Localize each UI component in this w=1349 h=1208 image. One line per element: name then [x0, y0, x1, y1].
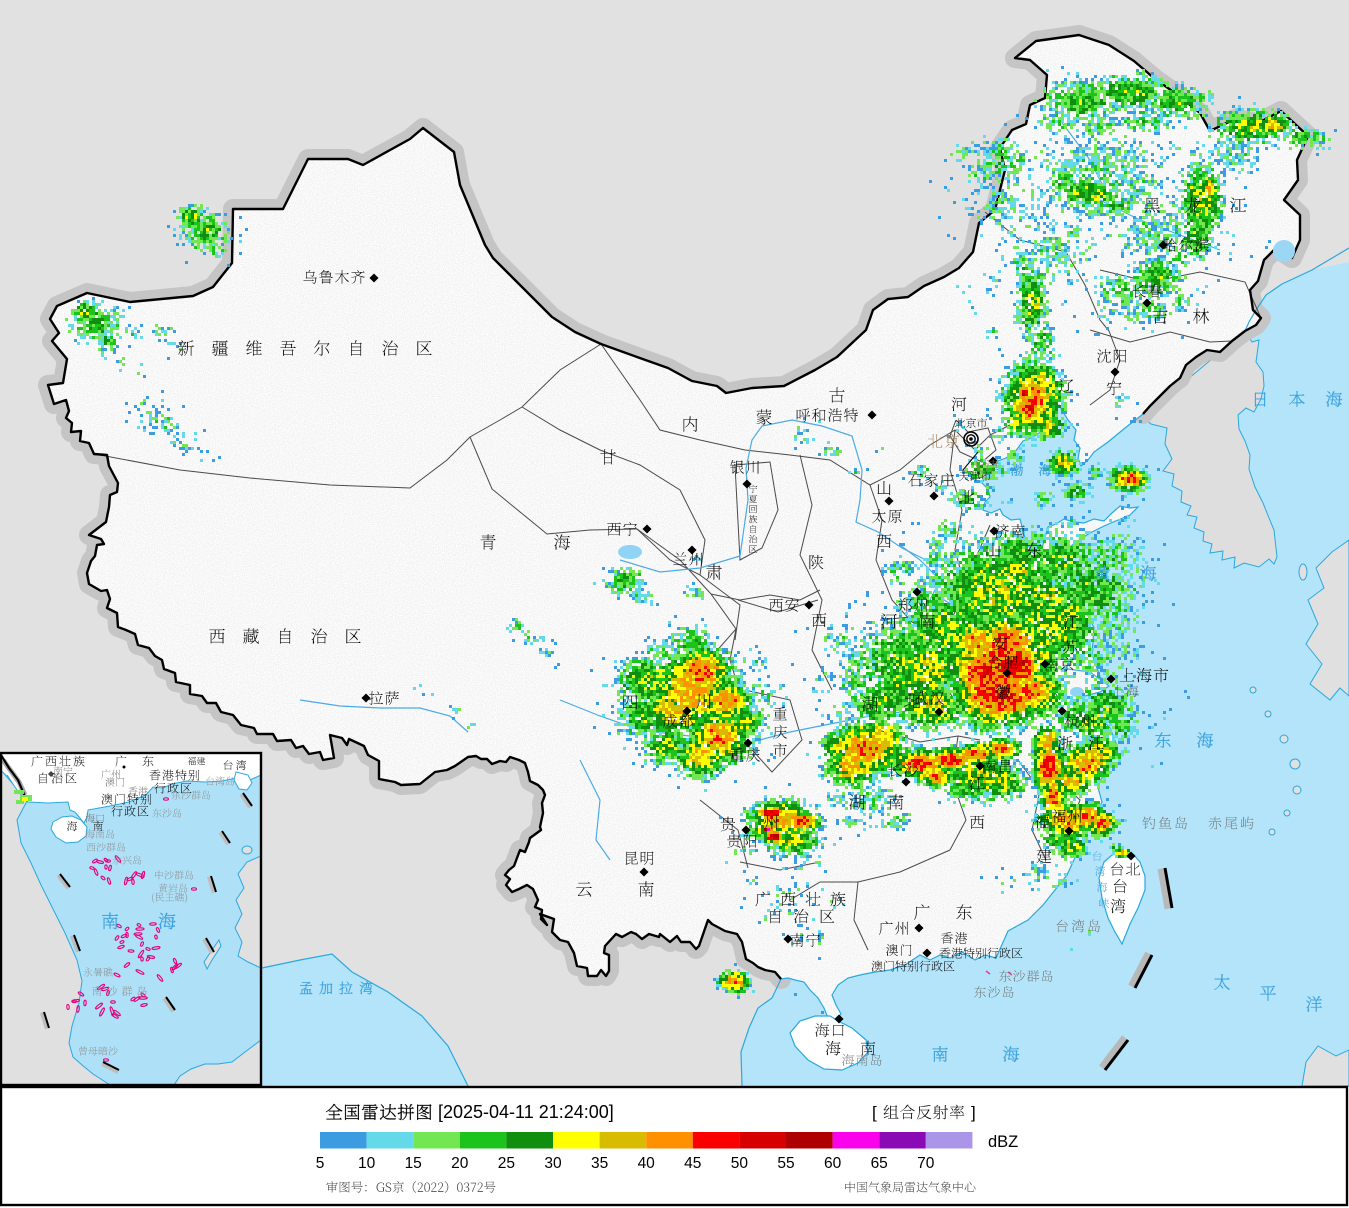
svg-text:]: ]	[971, 1103, 976, 1122]
svg-text:dBZ: dBZ	[988, 1133, 1018, 1151]
svg-text:50: 50	[731, 1155, 749, 1172]
svg-text:30: 30	[544, 1155, 562, 1172]
svg-text:70: 70	[917, 1155, 935, 1172]
svg-text:65: 65	[871, 1155, 888, 1172]
svg-text:25: 25	[498, 1155, 515, 1172]
svg-text:[: [	[872, 1103, 877, 1122]
svg-text:55: 55	[777, 1155, 794, 1172]
svg-text:10: 10	[358, 1155, 376, 1172]
svg-text:35: 35	[591, 1155, 608, 1172]
svg-text:5: 5	[316, 1155, 325, 1172]
svg-text:45: 45	[684, 1155, 701, 1172]
svg-text:15: 15	[405, 1155, 422, 1172]
svg-text:20: 20	[451, 1155, 469, 1172]
svg-text:60: 60	[824, 1155, 842, 1172]
svg-text:[2025-04-11 21:24:00]: [2025-04-11 21:24:00]	[438, 1102, 614, 1122]
svg-text:40: 40	[638, 1155, 656, 1172]
